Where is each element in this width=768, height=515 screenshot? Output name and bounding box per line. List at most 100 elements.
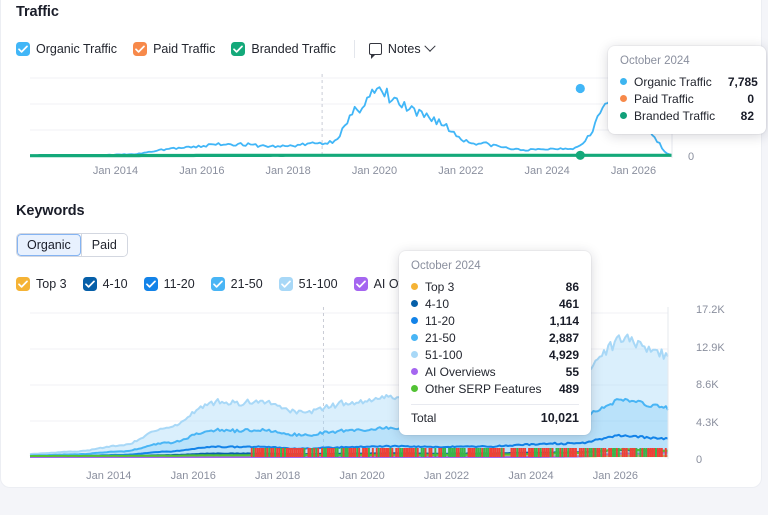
tooltip-row: Paid Traffic 0 bbox=[620, 90, 754, 107]
tooltip-row: AI Overviews 55 bbox=[411, 363, 579, 380]
keywords-tooltip: October 2024 Top 3 86 4-10 461 11-20 1,114 21-… bbox=[399, 251, 591, 435]
x-tick-label: Jan 2014 bbox=[86, 470, 132, 482]
series-value: 2,887 bbox=[548, 330, 579, 345]
series-name: 21-50 bbox=[425, 330, 456, 345]
checkbox-4-10[interactable] bbox=[82, 277, 97, 291]
tooltip-row: 11-20 1,114 bbox=[411, 312, 579, 329]
x-tick-label: Jan 2022 bbox=[423, 470, 470, 482]
keywords-x-axis: Jan 2014 Jan 2016 Jan 2018 Jan 2020 Jan 2022… bbox=[0, 470, 680, 486]
series-value: 461 bbox=[558, 296, 579, 311]
tab-paid[interactable]: Paid bbox=[81, 234, 127, 256]
y-tick-label: 4.3K bbox=[696, 416, 719, 429]
tooltip-row: Branded Traffic 82 bbox=[620, 107, 754, 124]
tooltip-row: 51-100 4,929 bbox=[411, 346, 579, 363]
y-tick-label: 8.6K bbox=[696, 379, 719, 391]
series-name: Organic Traffic bbox=[634, 74, 712, 89]
notes-dropdown-button[interactable]: Notes bbox=[368, 40, 436, 59]
series-color-dot bbox=[411, 368, 418, 375]
toggle-separator bbox=[80, 234, 82, 256]
traffic-chart[interactable] bbox=[0, 72, 700, 164]
tab-organic[interactable]: Organic bbox=[17, 234, 81, 256]
series-color-dot bbox=[620, 95, 627, 102]
series-name: AI Overviews bbox=[425, 364, 496, 379]
x-tick-label: Jan 2020 bbox=[351, 165, 398, 177]
series-color-dot bbox=[411, 283, 418, 290]
x-tick-label: Jan 2022 bbox=[438, 165, 484, 177]
legend-label-51-100: 51-100 bbox=[298, 277, 338, 291]
series-value: 0 bbox=[747, 91, 754, 106]
series-color-dot bbox=[620, 112, 627, 119]
series-value: 1,114 bbox=[549, 313, 579, 328]
y-tick-label: 0 bbox=[696, 454, 703, 466]
series-color-dot bbox=[411, 351, 418, 358]
checkbox-top-3[interactable] bbox=[16, 277, 30, 291]
tooltip-row: 4-10 461 bbox=[411, 295, 579, 312]
x-tick-label: Jan 2026 bbox=[592, 470, 639, 482]
keywords-tooltip-total: Total 10,021 bbox=[411, 411, 579, 425]
series-name: 11-20 bbox=[425, 313, 455, 328]
legend-label-11-20: 11-20 bbox=[163, 277, 195, 291]
legend-item-paid-traffic[interactable]: Paid Traffic bbox=[133, 42, 215, 56]
traffic-x-axis: Jan 2014 Jan 2016 Jan 2018 Jan 2020 Jan 2022… bbox=[0, 165, 700, 181]
legend-item-51-100[interactable]: 51-100 bbox=[278, 277, 338, 291]
legend-item-4-10[interactable]: 4-10 bbox=[82, 277, 128, 291]
legend-item-21-50[interactable]: 21-50 bbox=[210, 277, 263, 291]
series-color-dot bbox=[620, 78, 627, 85]
traffic-y-axis: 0 bbox=[682, 72, 722, 164]
series-color-dot bbox=[411, 334, 418, 341]
keywords-type-toggle[interactable]: Organic Paid bbox=[16, 233, 128, 257]
series-color-dot bbox=[411, 317, 418, 324]
y-tick-label: 17.2K bbox=[696, 304, 725, 316]
x-tick-label: Jan 2018 bbox=[265, 165, 311, 177]
series-name: Branded Traffic bbox=[634, 108, 716, 123]
legend-label-organic-traffic: Organic Traffic bbox=[36, 42, 118, 56]
checkbox-11-20[interactable] bbox=[143, 277, 158, 291]
traffic-tooltip-date: October 2024 bbox=[620, 55, 690, 67]
checkbox-51-100[interactable] bbox=[278, 277, 293, 291]
checkbox-organic-traffic[interactable] bbox=[16, 42, 30, 56]
legend-item-11-20[interactable]: 11-20 bbox=[143, 277, 195, 291]
checkbox-paid-traffic[interactable] bbox=[133, 42, 148, 56]
total-value: 10,021 bbox=[540, 411, 579, 425]
x-tick-label: Jan 2014 bbox=[92, 165, 139, 177]
legend-label-paid-traffic: Paid Traffic bbox=[153, 42, 216, 56]
series-value: 86 bbox=[565, 279, 579, 294]
series-value: 55 bbox=[565, 364, 579, 379]
traffic-section-title: Traffic bbox=[16, 4, 59, 20]
x-tick-label: Jan 2016 bbox=[179, 165, 225, 177]
legend-label-branded-traffic: Branded Traffic bbox=[251, 42, 336, 56]
checkbox-21-50[interactable] bbox=[210, 277, 225, 291]
tooltip-row: 21-50 2,887 bbox=[411, 329, 579, 346]
tooltip-row: Top 3 86 bbox=[411, 278, 579, 295]
series-name: 51-100 bbox=[425, 347, 463, 362]
checkbox-ai-overviews[interactable] bbox=[353, 277, 368, 291]
legend-item-organic-traffic[interactable]: Organic Traffic bbox=[16, 42, 117, 56]
legend-item-top-3[interactable]: Top 3 bbox=[16, 277, 67, 291]
y-tick-label: 12.9K bbox=[696, 341, 725, 354]
x-tick-label: Jan 2024 bbox=[524, 165, 570, 177]
keywords-y-axis: 17.2K 12.9K 8.6K 4.3K 0 bbox=[690, 304, 740, 466]
traffic-tooltip-rows: Organic Traffic 7,785 Paid Traffic 0 Branded… bbox=[620, 73, 758, 124]
legend-item-branded-traffic[interactable]: Branded Traffic bbox=[231, 42, 336, 56]
traffic-tooltip: October 2024 Organic Traffic 7,785 Paid Tr… bbox=[608, 46, 766, 134]
keywords-tooltip-date: October 2024 bbox=[411, 260, 481, 272]
notes-label: Notes bbox=[387, 42, 421, 56]
x-tick-label: Jan 2024 bbox=[508, 470, 554, 482]
legend-label-top-3: Top 3 bbox=[36, 277, 67, 291]
x-tick-label: Jan 2020 bbox=[339, 470, 385, 482]
legend-label-21-50: 21-50 bbox=[230, 277, 263, 291]
series-color-dot bbox=[411, 385, 418, 392]
legend-divider bbox=[353, 40, 355, 58]
x-tick-label: Jan 2016 bbox=[170, 470, 216, 482]
series-value: 7,785 bbox=[727, 74, 758, 89]
tooltip-separator bbox=[411, 404, 579, 405]
legend-label-4-10: 4-10 bbox=[102, 277, 128, 291]
series-value: 82 bbox=[740, 108, 754, 123]
checkbox-branded-traffic[interactable] bbox=[231, 42, 246, 56]
x-tick-label: Jan 2026 bbox=[610, 165, 657, 177]
total-label: Total bbox=[411, 411, 437, 425]
tooltip-row: Other SERP Features 489 bbox=[411, 380, 579, 397]
x-tick-label: Jan 2018 bbox=[255, 470, 301, 482]
series-value: 489 bbox=[558, 381, 579, 396]
